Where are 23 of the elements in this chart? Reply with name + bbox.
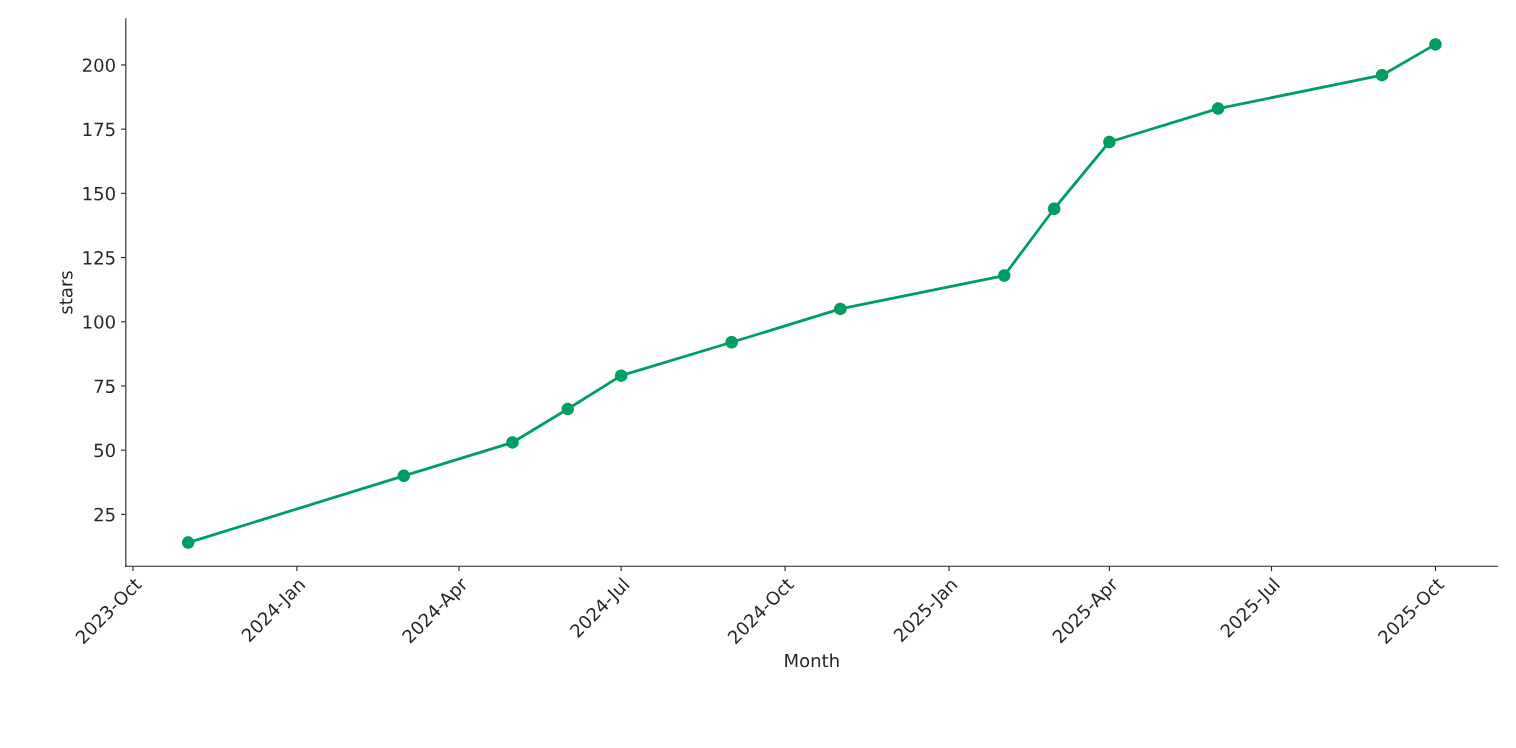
y-tick-label: 50 [94, 443, 115, 458]
y-tick-label: 75 [94, 379, 115, 394]
y-tick-label: 125 [83, 251, 115, 265]
point [1211, 102, 1225, 115]
y-tick-label: 200 [82, 58, 115, 73]
y-axis-title: stars [59, 271, 73, 314]
y-tick-label: 25 [94, 507, 115, 522]
point [614, 369, 628, 382]
point [506, 436, 519, 449]
point [181, 536, 195, 549]
y-tick-label: 175 [83, 122, 115, 137]
x-axis-title: Month [785, 653, 839, 668]
point [397, 469, 411, 483]
point [1429, 38, 1442, 51]
point [834, 302, 847, 316]
y-tick-label: 100 [83, 315, 115, 329]
point [561, 402, 574, 416]
point [1375, 68, 1389, 82]
point [1103, 135, 1116, 149]
y-tick-label: 150 [83, 186, 115, 201]
point [1047, 202, 1061, 215]
point [725, 336, 738, 349]
point [998, 269, 1011, 282]
